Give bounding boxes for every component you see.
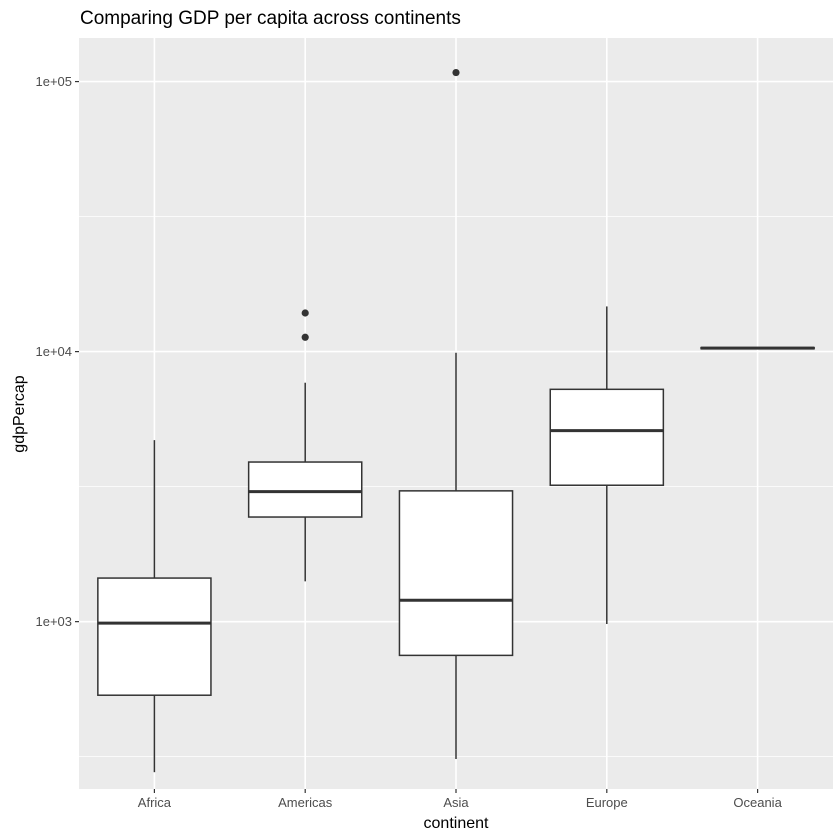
x-tick-label: Americas [278,795,333,810]
y-axis-title: gdpPercap [11,375,28,452]
y-tick-label: 1e+03 [35,614,72,629]
chart-title: Comparing GDP per capita across continen… [80,8,461,29]
x-tick-label: Oceania [733,795,782,810]
y-tick-label: 1e+04 [35,344,72,359]
box-africa [97,440,212,773]
axis-layer: 1e+03 1e+04 1e+05 Africa Americas Asia Europe O… [35,74,782,810]
box-iqr [247,461,363,518]
outlier-point [301,333,309,341]
box-iqr [97,577,212,696]
box-oceania [700,346,815,350]
x-tick-label: Europe [586,795,628,810]
box-iqr [398,490,514,657]
box-asia [398,68,514,759]
y-tick-label: 1e+05 [35,74,72,89]
outlier-point [301,309,309,317]
box-iqr [549,388,665,486]
box-europe [549,306,665,625]
box-layer [97,68,815,773]
x-axis-title: continent [424,815,489,832]
x-tick-label: Asia [443,795,469,810]
outlier-point [452,68,460,77]
x-tick-label: Africa [138,795,172,810]
box-americas [247,309,363,582]
